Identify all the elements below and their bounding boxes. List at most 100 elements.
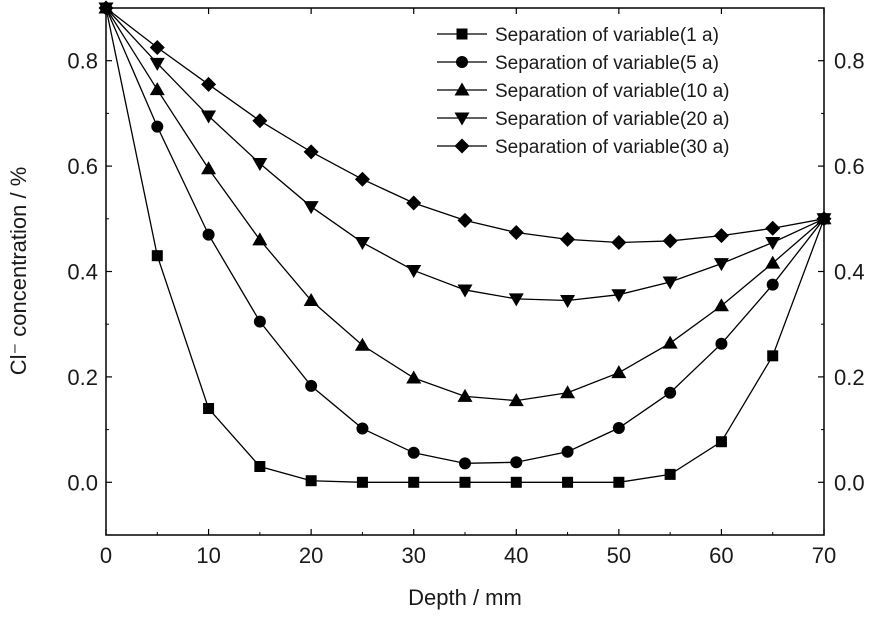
- data-point: [508, 225, 524, 241]
- data-point: [611, 289, 627, 303]
- legend-label: Separation of variable(10 a): [495, 81, 729, 102]
- data-point: [408, 476, 420, 488]
- data-point: [816, 211, 832, 227]
- x-axis-title: Depth / mm: [408, 585, 522, 610]
- y-tick-label-right: 0.2: [834, 365, 865, 390]
- data-point: [713, 298, 729, 312]
- legend-label: Separation of variable(20 a): [495, 109, 729, 130]
- data-point: [766, 278, 779, 291]
- data-point: [612, 422, 625, 435]
- legend-marker: [456, 56, 468, 68]
- data-point: [253, 315, 266, 328]
- data-point: [459, 457, 471, 470]
- data-point: [765, 237, 781, 251]
- data-point: [715, 337, 728, 350]
- y-tick-label-left: 0.8: [67, 49, 98, 74]
- y-tick-label-right: 0.6: [834, 154, 865, 179]
- x-tick-label: 70: [812, 543, 836, 568]
- data-point: [203, 403, 215, 415]
- legend-label: Separation of variable(30 a): [495, 137, 729, 158]
- data-point: [457, 388, 473, 402]
- y-tick-label-right: 0.0: [834, 470, 865, 495]
- data-point: [149, 82, 165, 96]
- data-point: [356, 422, 369, 435]
- data-point: [303, 144, 319, 160]
- data-point: [354, 337, 370, 351]
- legend-item: Separation of variable(20 a): [437, 109, 729, 130]
- data-point: [406, 370, 422, 384]
- data-point: [201, 110, 217, 124]
- data-point: [713, 228, 729, 244]
- data-point: [305, 379, 318, 392]
- data-point: [510, 456, 523, 469]
- y-axis-title: Cl⁻ concentration / %: [6, 167, 31, 375]
- data-point: [254, 460, 266, 472]
- legend-marker: [454, 82, 470, 96]
- data-point: [457, 284, 473, 298]
- data-point: [354, 237, 370, 251]
- data-point: [459, 476, 471, 488]
- legend-item: Separation of variable(5 a): [437, 53, 719, 74]
- data-point: [406, 195, 422, 211]
- legend-label: Separation of variable(1 a): [495, 25, 719, 46]
- data-point: [151, 120, 164, 133]
- data-point: [252, 157, 268, 171]
- data-point: [765, 220, 781, 236]
- data-point: [765, 255, 781, 269]
- x-tick-label: 50: [607, 543, 631, 568]
- data-point: [611, 365, 627, 379]
- x-tick-label: 60: [709, 543, 733, 568]
- data-point: [354, 171, 370, 187]
- y-tick-label-left: 0.0: [67, 470, 98, 495]
- y-tick-label-left: 0.4: [67, 260, 98, 285]
- data-point: [303, 201, 319, 215]
- y-tick-label-left: 0.6: [67, 154, 98, 179]
- data-point: [613, 476, 625, 488]
- series-1: [100, 2, 830, 488]
- data-point: [611, 235, 627, 251]
- data-point: [560, 294, 576, 308]
- data-point: [560, 231, 576, 247]
- x-tick-label: 20: [299, 543, 323, 568]
- data-point: [715, 436, 727, 448]
- data-point: [202, 228, 215, 241]
- series-layer: [98, 0, 832, 488]
- legend: Separation of variable(1 a) Separation of…: [437, 25, 729, 158]
- y-tick-label-right: 0.8: [834, 49, 865, 74]
- data-point: [98, 0, 114, 16]
- data-point: [406, 264, 422, 278]
- x-tick-label: 30: [401, 543, 425, 568]
- series-4: [98, 2, 832, 308]
- data-point: [560, 385, 576, 399]
- series-5: [98, 0, 832, 251]
- legend-label: Separation of variable(5 a): [495, 53, 719, 74]
- data-point: [713, 258, 729, 272]
- y-tick-label-left: 0.2: [67, 365, 98, 390]
- data-point: [664, 468, 676, 480]
- data-point: [662, 233, 678, 249]
- x-tick-label: 10: [196, 543, 220, 568]
- legend-item: Separation of variable(30 a): [437, 137, 729, 158]
- data-point: [201, 161, 217, 175]
- data-point: [662, 276, 678, 290]
- legend-item: Separation of variable(1 a): [437, 25, 719, 46]
- data-point: [508, 393, 524, 407]
- data-point: [510, 476, 522, 488]
- data-point: [151, 250, 163, 262]
- legend-item: Separation of variable(10 a): [437, 81, 729, 102]
- data-point: [664, 386, 677, 399]
- data-point: [252, 232, 268, 246]
- legend-marker: [454, 112, 470, 126]
- data-point: [201, 76, 217, 92]
- data-point: [356, 476, 368, 488]
- data-point: [305, 475, 317, 487]
- data-point: [407, 446, 420, 459]
- data-point: [252, 113, 268, 129]
- y-tick-label-right: 0.4: [834, 260, 865, 285]
- data-point: [662, 335, 678, 349]
- axes: 0 10 20 30 40 50 60 70 0.0 0.0 0.2 0.2 0.4 0.4 0.6 0.6 0…: [67, 7, 865, 568]
- x-tick-label: 40: [504, 543, 528, 568]
- data-point: [561, 445, 574, 458]
- data-point: [562, 476, 574, 488]
